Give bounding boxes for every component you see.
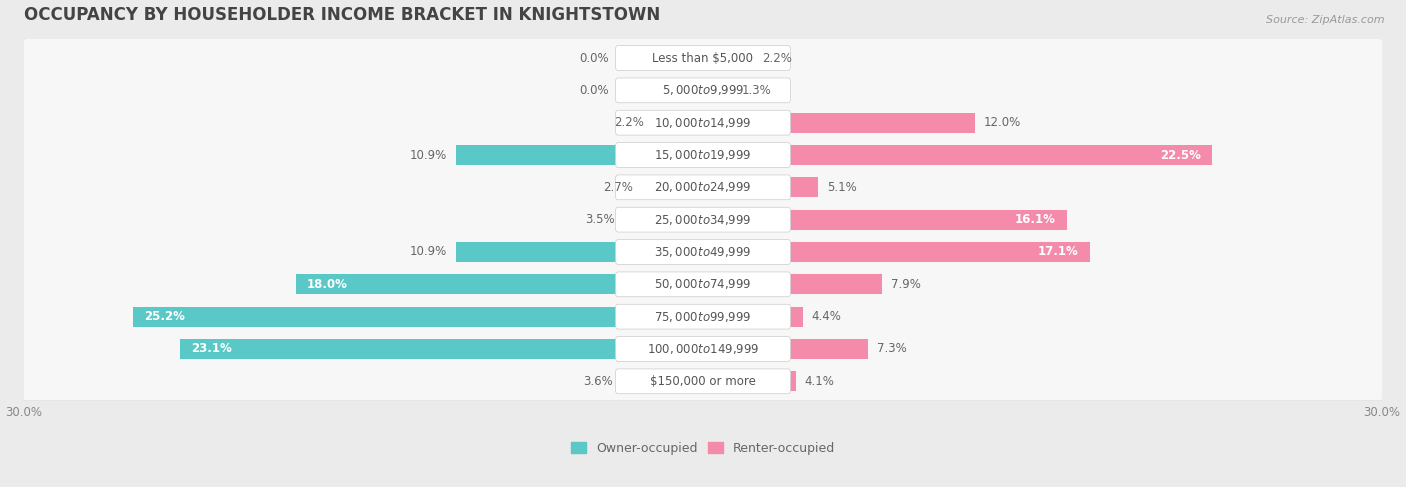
FancyBboxPatch shape — [22, 136, 1384, 174]
FancyBboxPatch shape — [22, 71, 1384, 110]
FancyBboxPatch shape — [22, 104, 1384, 142]
Text: OCCUPANCY BY HOUSEHOLDER INCOME BRACKET IN KNIGHTSTOWN: OCCUPANCY BY HOUSEHOLDER INCOME BRACKET … — [24, 6, 661, 24]
FancyBboxPatch shape — [22, 265, 1384, 303]
FancyBboxPatch shape — [22, 39, 1384, 77]
Text: 3.6%: 3.6% — [582, 375, 613, 388]
FancyBboxPatch shape — [616, 240, 790, 264]
Text: 4.4%: 4.4% — [811, 310, 842, 323]
Text: Less than $5,000: Less than $5,000 — [652, 52, 754, 64]
Text: 18.0%: 18.0% — [307, 278, 347, 291]
FancyBboxPatch shape — [616, 369, 790, 393]
FancyBboxPatch shape — [22, 232, 1384, 272]
Text: 7.3%: 7.3% — [877, 342, 907, 356]
Text: 0.0%: 0.0% — [579, 84, 609, 97]
Bar — [703, 209, 1067, 230]
Text: $150,000 or more: $150,000 or more — [650, 375, 756, 388]
Legend: Owner-occupied, Renter-occupied: Owner-occupied, Renter-occupied — [567, 437, 839, 460]
FancyBboxPatch shape — [616, 143, 790, 168]
FancyBboxPatch shape — [22, 233, 1384, 271]
Text: $35,000 to $49,999: $35,000 to $49,999 — [654, 245, 752, 259]
FancyBboxPatch shape — [22, 103, 1384, 142]
Bar — [643, 177, 703, 197]
Text: $5,000 to $9,999: $5,000 to $9,999 — [662, 83, 744, 97]
FancyBboxPatch shape — [616, 337, 790, 361]
Bar — [703, 307, 803, 327]
FancyBboxPatch shape — [22, 200, 1384, 240]
Text: 4.1%: 4.1% — [804, 375, 835, 388]
Bar — [624, 209, 703, 230]
Text: 25.2%: 25.2% — [143, 310, 184, 323]
FancyBboxPatch shape — [22, 362, 1384, 400]
Text: Source: ZipAtlas.com: Source: ZipAtlas.com — [1267, 15, 1385, 25]
FancyBboxPatch shape — [22, 135, 1384, 175]
Bar — [703, 371, 796, 392]
FancyBboxPatch shape — [22, 297, 1384, 337]
Text: 23.1%: 23.1% — [191, 342, 232, 356]
Text: 2.2%: 2.2% — [614, 116, 644, 129]
Bar — [703, 145, 1212, 165]
Text: 2.7%: 2.7% — [603, 181, 633, 194]
FancyBboxPatch shape — [22, 38, 1384, 78]
FancyBboxPatch shape — [22, 201, 1384, 239]
FancyBboxPatch shape — [616, 304, 790, 329]
FancyBboxPatch shape — [22, 361, 1384, 401]
Text: $10,000 to $14,999: $10,000 to $14,999 — [654, 116, 752, 130]
FancyBboxPatch shape — [22, 298, 1384, 336]
Text: 5.1%: 5.1% — [828, 181, 858, 194]
Text: $75,000 to $99,999: $75,000 to $99,999 — [654, 310, 752, 324]
Text: 2.2%: 2.2% — [762, 52, 792, 64]
Text: 3.5%: 3.5% — [585, 213, 614, 226]
Bar — [703, 48, 752, 68]
FancyBboxPatch shape — [616, 110, 790, 135]
Text: 16.1%: 16.1% — [1015, 213, 1056, 226]
FancyBboxPatch shape — [616, 207, 790, 232]
FancyBboxPatch shape — [616, 46, 790, 71]
FancyBboxPatch shape — [616, 175, 790, 200]
Text: 17.1%: 17.1% — [1038, 245, 1078, 259]
Bar — [703, 274, 882, 294]
Bar — [132, 307, 703, 327]
FancyBboxPatch shape — [616, 78, 790, 103]
Text: 0.0%: 0.0% — [579, 52, 609, 64]
Bar — [457, 242, 703, 262]
Bar — [621, 371, 703, 392]
Text: 12.0%: 12.0% — [984, 116, 1021, 129]
Bar — [703, 339, 869, 359]
FancyBboxPatch shape — [22, 264, 1384, 304]
Bar — [654, 112, 703, 132]
Text: $25,000 to $34,999: $25,000 to $34,999 — [654, 213, 752, 226]
Bar — [457, 145, 703, 165]
Text: 22.5%: 22.5% — [1160, 149, 1201, 162]
Text: 1.3%: 1.3% — [741, 84, 772, 97]
Bar — [295, 274, 703, 294]
Bar — [703, 80, 733, 100]
Text: 7.9%: 7.9% — [891, 278, 921, 291]
Bar — [703, 177, 818, 197]
FancyBboxPatch shape — [22, 71, 1384, 110]
Bar — [703, 112, 974, 132]
Text: $50,000 to $74,999: $50,000 to $74,999 — [654, 277, 752, 291]
Text: 10.9%: 10.9% — [411, 245, 447, 259]
Text: $15,000 to $19,999: $15,000 to $19,999 — [654, 148, 752, 162]
Text: $20,000 to $24,999: $20,000 to $24,999 — [654, 180, 752, 194]
FancyBboxPatch shape — [22, 329, 1384, 369]
Text: $100,000 to $149,999: $100,000 to $149,999 — [647, 342, 759, 356]
Bar — [180, 339, 703, 359]
FancyBboxPatch shape — [22, 169, 1384, 206]
FancyBboxPatch shape — [616, 272, 790, 297]
FancyBboxPatch shape — [22, 168, 1384, 207]
Text: 10.9%: 10.9% — [411, 149, 447, 162]
FancyBboxPatch shape — [22, 330, 1384, 368]
Bar — [703, 242, 1090, 262]
